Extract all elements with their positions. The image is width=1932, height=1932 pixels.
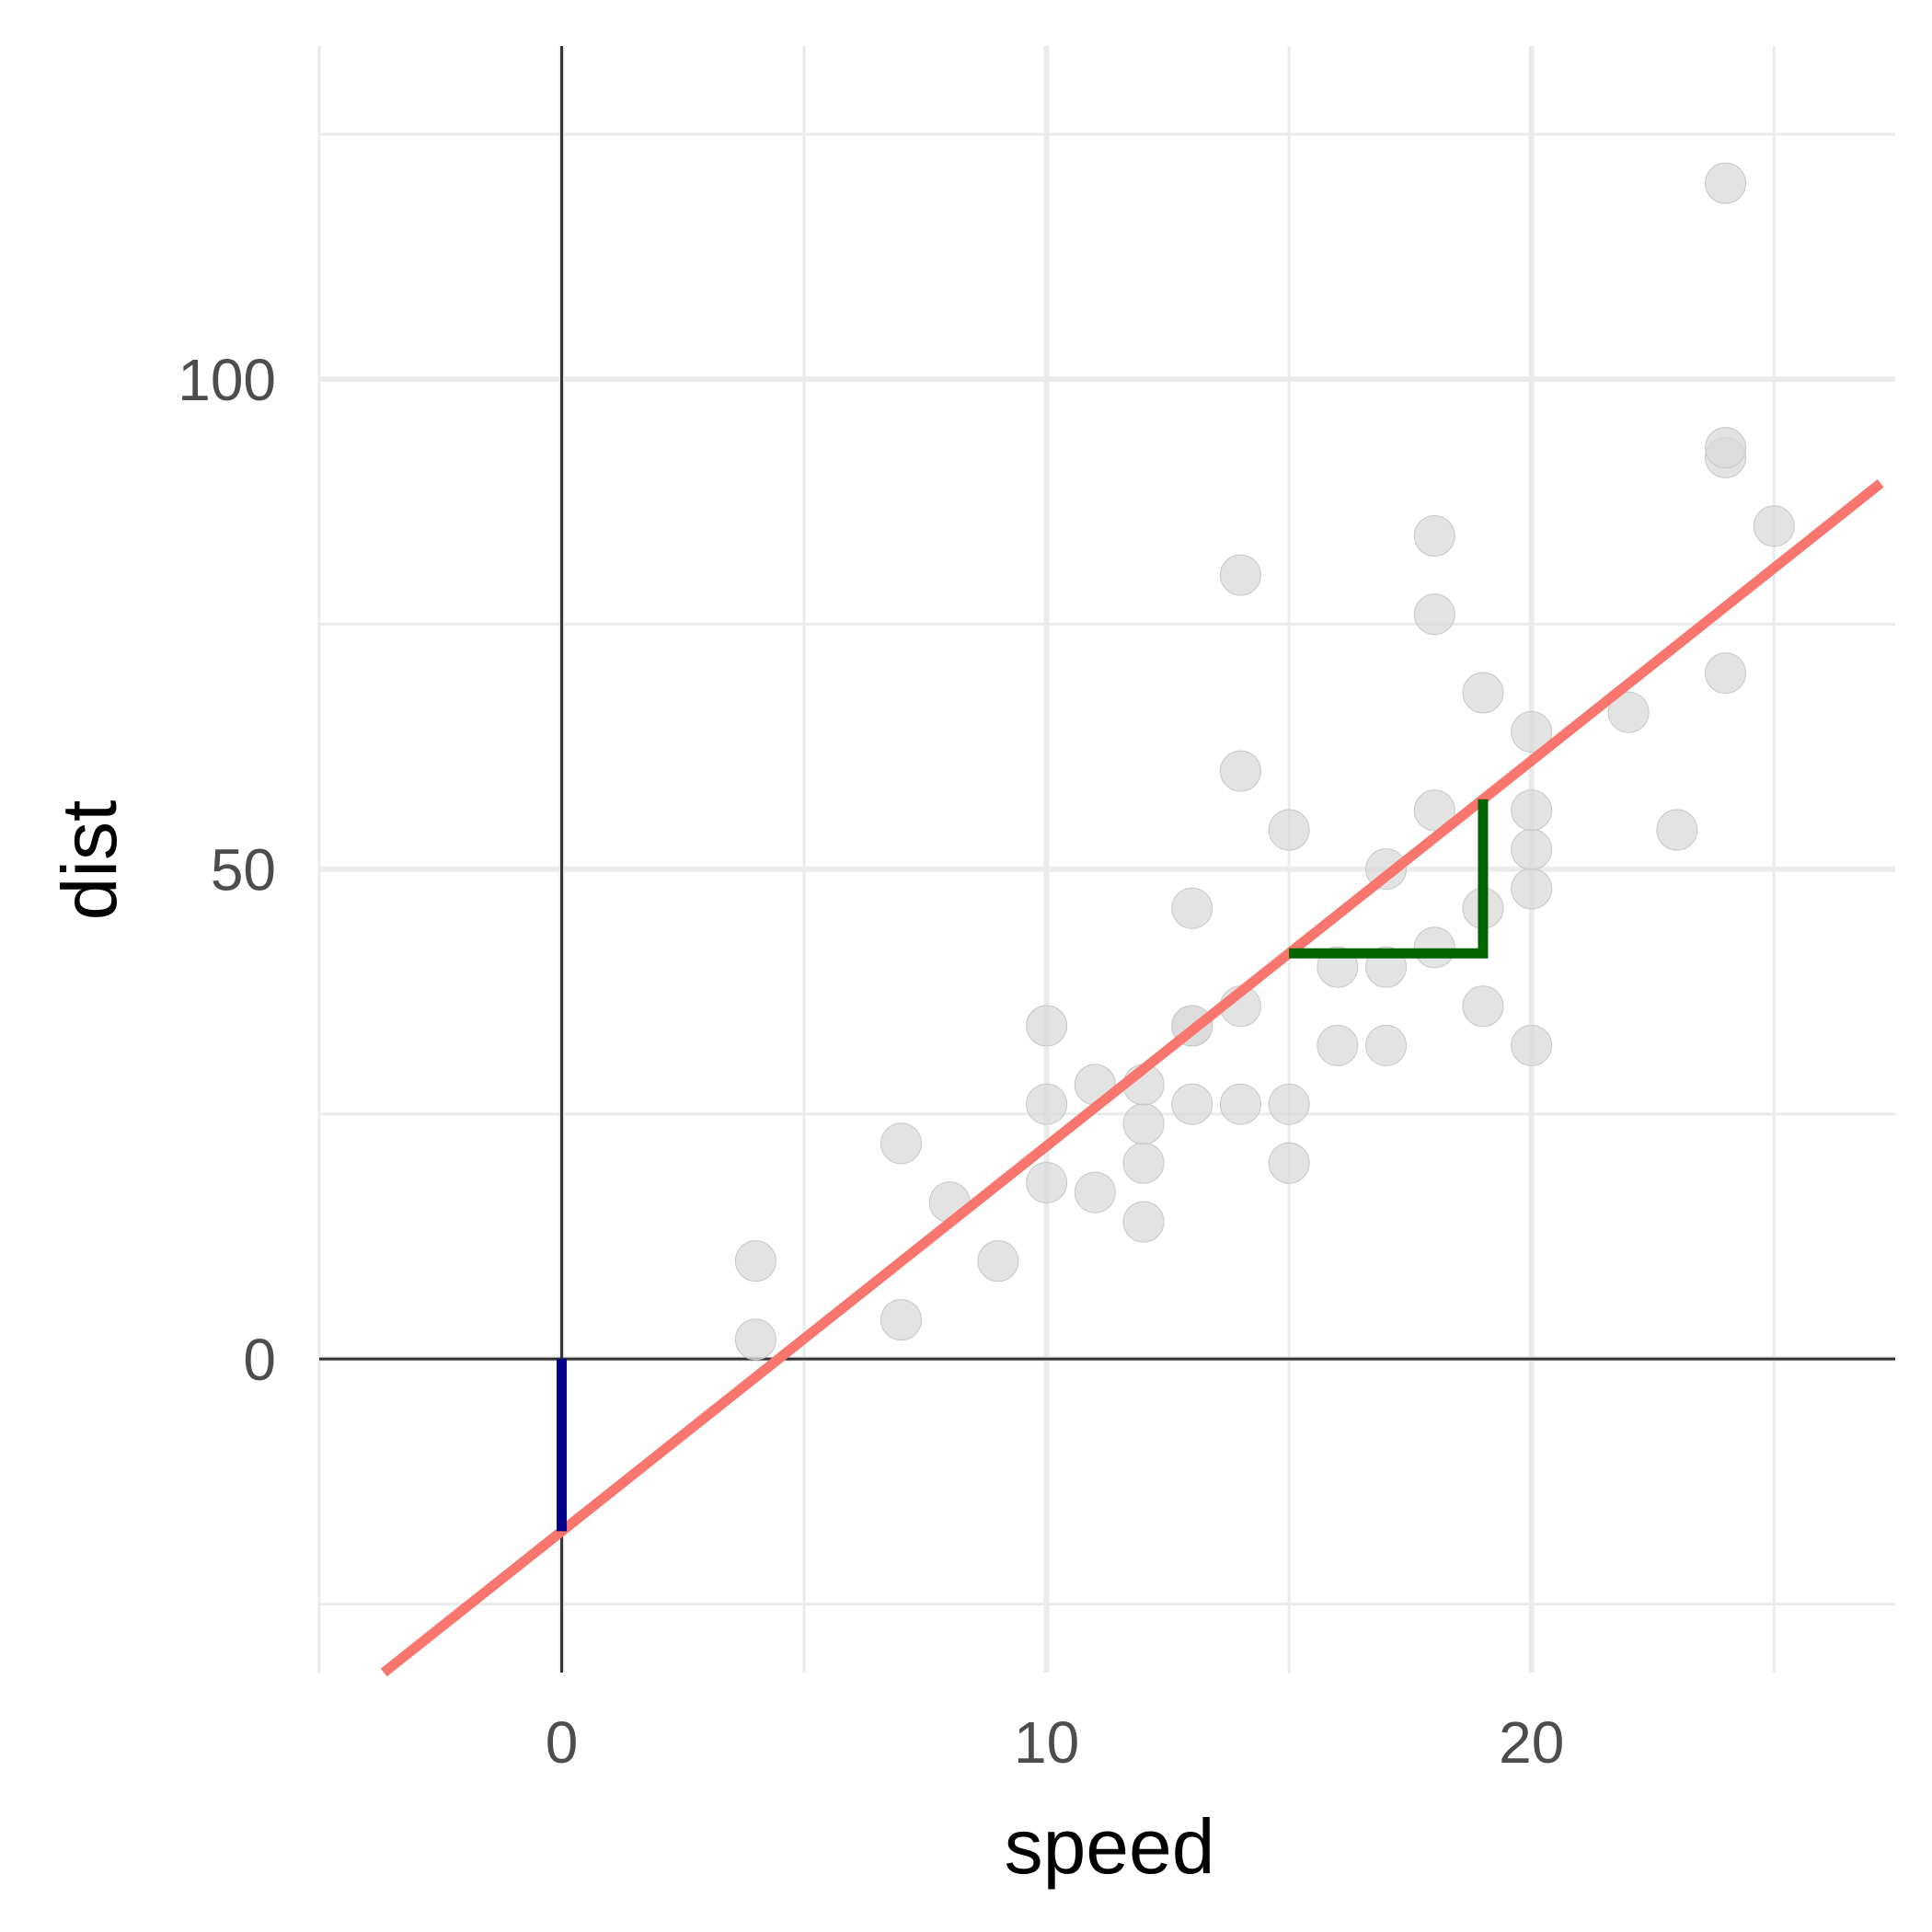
x-tick-label: 20 [1499,1709,1564,1776]
data-points [734,162,1795,1361]
y-tick-label: 100 [178,347,276,413]
data-point [1705,162,1747,204]
regression-layer [380,479,1884,1677]
grid [317,46,1895,1673]
y-tick-label: 0 [243,1327,276,1393]
data-point [1365,1024,1408,1066]
data-point [1511,789,1553,832]
slope-triangle [1289,799,1489,959]
x-tick-label: 0 [546,1709,579,1776]
data-point [1122,1142,1165,1184]
data-point [1462,985,1504,1028]
data-point [734,1240,776,1282]
data-point [1268,1083,1310,1125]
data-point [977,1240,1019,1282]
data-point [1413,515,1455,558]
data-point [1413,926,1455,969]
data-point [1219,1083,1261,1125]
data-point [1026,1161,1068,1203]
data-point [1268,809,1310,851]
data-point [1705,652,1747,695]
x-axis-title: speed [1005,1803,1215,1890]
data-point [1219,554,1261,596]
data-point [1219,750,1261,792]
data-point [734,1318,776,1361]
reference-lines [319,46,1895,1673]
data-point [1074,1171,1116,1213]
data-point [1511,828,1553,870]
y-tick-label: 50 [211,837,276,903]
data-point [1511,711,1553,753]
data-point [880,1299,922,1341]
x-tick-label: 10 [1014,1709,1079,1776]
data-point [1026,1083,1068,1125]
data-point [1656,809,1698,851]
data-point [1413,789,1455,832]
data-point [1122,1103,1165,1145]
data-point [1413,593,1455,636]
y-axis-title: dist [46,800,132,921]
data-point [1511,1024,1553,1066]
data-point [880,1122,922,1165]
data-point [1171,887,1213,929]
data-point [1607,691,1650,733]
data-point [1122,1201,1165,1243]
data-point [1462,672,1504,714]
x-tick-labels: 0 10 20 [546,1709,1565,1776]
data-point [1317,1024,1359,1066]
data-point [1268,1142,1310,1184]
data-point [1026,1005,1068,1047]
data-point [1753,505,1795,547]
data-point [1705,427,1747,469]
data-point [1511,868,1553,910]
y-tick-labels: 0 50 100 [178,347,276,1393]
regression-line [380,479,1884,1677]
data-point [1171,1083,1213,1125]
